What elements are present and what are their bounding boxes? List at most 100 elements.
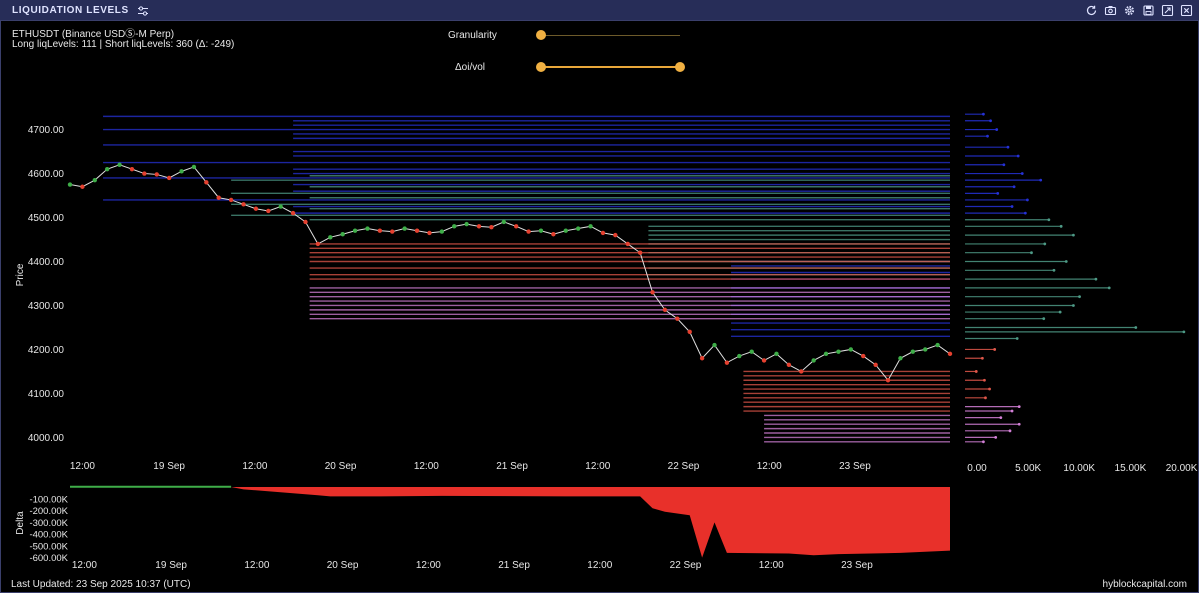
price-point [228,197,234,203]
symbol-label: ETHUSDT (Binance USDⓈ-M Perp) [12,29,175,40]
depth-point [984,396,987,400]
delta-y-tick-label: -600.00K [29,553,68,564]
depth-point [1072,233,1075,237]
price-y-axis: 4700.00 4600.00 4500.00 4400.00 4300.00 4200.… [15,125,64,444]
delta-x-tick-label: 12:00 [72,560,97,571]
x-tick-label: 12:00 [414,461,439,472]
delta-x-tick-label: 21 Sep [498,560,530,571]
price-point [687,329,692,335]
camera-icon[interactable] [1104,4,1117,17]
x-tick-label: 12:00 [585,461,610,472]
price-point [799,369,804,374]
price-point [104,166,110,172]
expand-icon[interactable] [1161,4,1174,17]
price-point [823,351,829,357]
delta-area [70,487,950,558]
price-point [414,228,420,233]
depth-point [983,378,986,382]
delta-x-tick-label: 19 Sep [155,560,187,571]
granularity-slider-handle[interactable] [536,30,546,40]
price-point [402,226,407,231]
price-point [873,362,878,368]
depth-point [1058,310,1062,314]
price-point [439,229,445,234]
delta-x-tick-label: 12:00 [587,560,612,571]
depth-point [1042,317,1046,321]
y-axis-label: Price [15,263,26,286]
price-point [179,169,184,174]
y-tick-label: 4100.00 [28,389,65,400]
oi-vol-slider-handle-max[interactable] [675,62,685,72]
price-point [923,347,928,352]
x-tick-label: 20 Sep [325,461,357,472]
depth-point [1064,260,1068,263]
delta-x-tick-label: 12:00 [416,560,441,571]
depth-point [1002,163,1006,167]
price-point [551,232,556,237]
liquidation-levels-layer [103,115,950,443]
depth-point [982,440,985,444]
price-point [303,219,308,225]
price-point [191,164,197,170]
price-point [117,162,122,167]
brand-link[interactable]: hyblockcapital.com [1102,579,1187,590]
delta-x-tick-label: 20 Sep [327,560,359,571]
delta-y-tick-label: -100.00K [29,494,68,505]
oi-vol-slider-fill [541,66,680,68]
depth-point [1072,304,1075,307]
price-point [625,241,630,247]
price-point [142,171,147,176]
depth-point [980,356,984,360]
save-icon[interactable] [1142,4,1155,17]
price-point [910,349,916,354]
x-tick-label: 19 Sep [153,461,185,472]
price-point [390,229,395,234]
delta-axis-label: Delta [15,511,26,535]
price-point [464,221,469,227]
x-tick-label: 12:00 [70,461,95,472]
oi-vol-slider-handle-min[interactable] [536,62,546,72]
price-point [501,219,507,225]
last-updated: Last Updated: 23 Sep 2025 10:37 (UTC) [11,579,191,590]
depth-point [988,387,991,391]
price-point [737,353,742,359]
depth-x-tick-label: 5.00K [1015,463,1041,474]
sliders-icon[interactable] [137,4,149,16]
price-point [675,316,680,321]
depth-point [999,416,1003,420]
price-point [588,224,593,229]
depth-point [995,128,999,131]
depth-x-tick-label: 0.00 [967,463,987,474]
depth-point [1059,224,1063,228]
panel-toolbar [1085,4,1193,17]
refresh-icon[interactable] [1085,4,1098,17]
depth-point [974,370,978,373]
close-icon[interactable] [1180,4,1193,17]
y-tick-label: 4600.00 [28,169,65,180]
depth-point [1025,198,1029,202]
price-point [749,349,754,354]
price-point [67,182,73,187]
granularity-slider-track[interactable] [541,35,680,36]
gear-icon[interactable] [1123,4,1136,17]
price-point [216,195,221,200]
price-point [699,356,705,361]
price-point [328,235,333,240]
price-point [290,210,296,216]
title-bar: LIQUIDATION LEVELS [0,0,1199,21]
depth-point [1134,326,1138,329]
delta-y-tick-label: -300.00K [29,518,68,529]
price-point [947,351,953,357]
price-point [476,224,482,229]
delta-x-tick-label: 12:00 [759,560,784,571]
price-point [662,307,668,313]
delta-x-tick-label: 23 Sep [841,560,873,571]
x-tick-label: 23 Sep [839,461,871,472]
depth-point [989,119,992,123]
price-point [935,342,940,348]
price-point [885,378,891,383]
delta-x-tick-label: 22 Sep [670,560,702,571]
price-point [613,232,618,238]
liquidation-depth-panel: 0.00 5.00K 10.00K 15.00K 20.00K [965,112,1198,474]
x-tick-label: 12:00 [242,461,267,472]
